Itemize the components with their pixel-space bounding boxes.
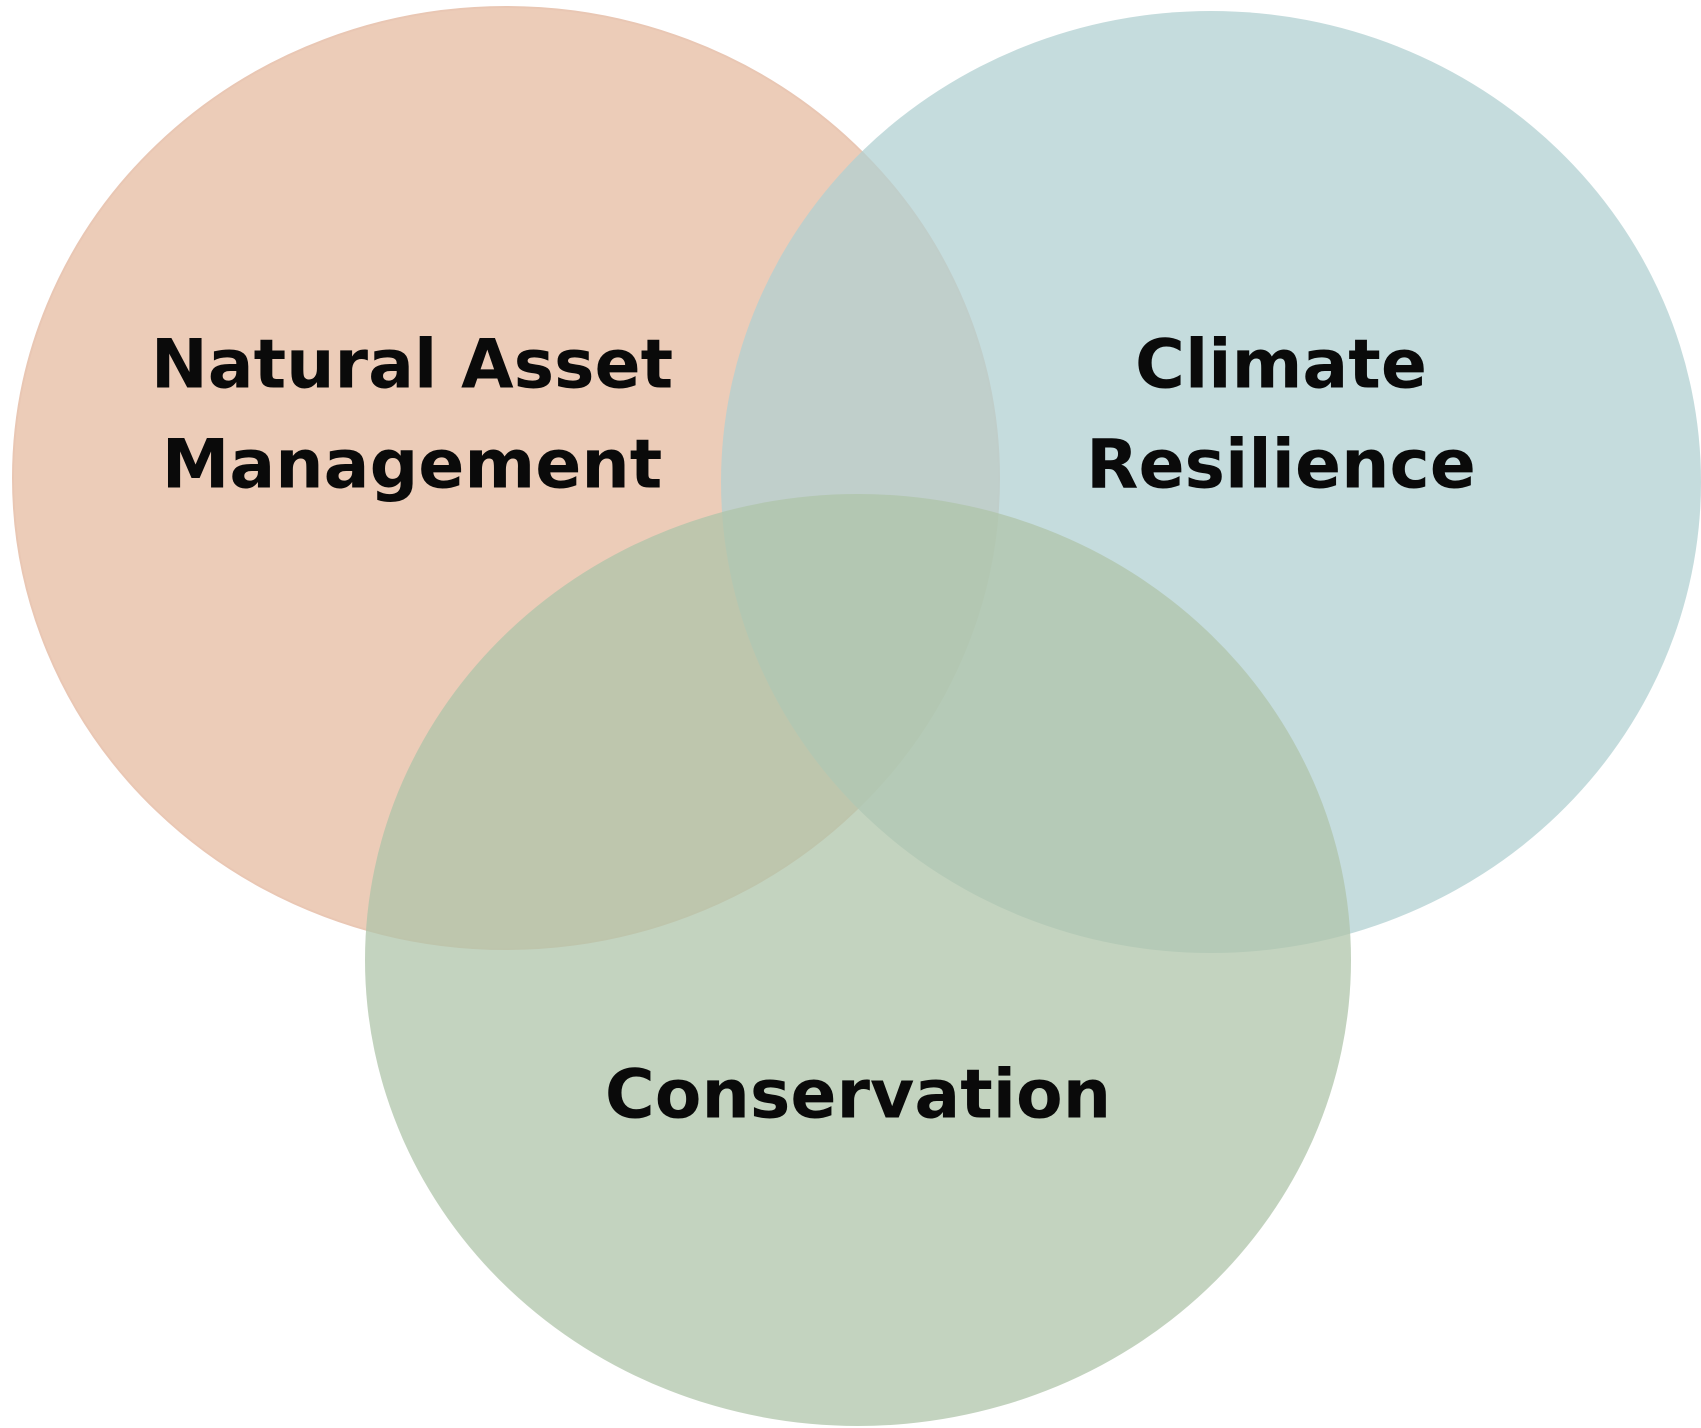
label-line: Climate xyxy=(1135,326,1427,405)
circle-conservation xyxy=(365,494,1351,1426)
circles xyxy=(12,6,1701,1426)
label-line: Management xyxy=(162,426,663,505)
label-line: Conservation xyxy=(605,1056,1111,1135)
label-line: Natural Asset xyxy=(151,326,673,405)
label-line: Resilience xyxy=(1086,426,1476,505)
